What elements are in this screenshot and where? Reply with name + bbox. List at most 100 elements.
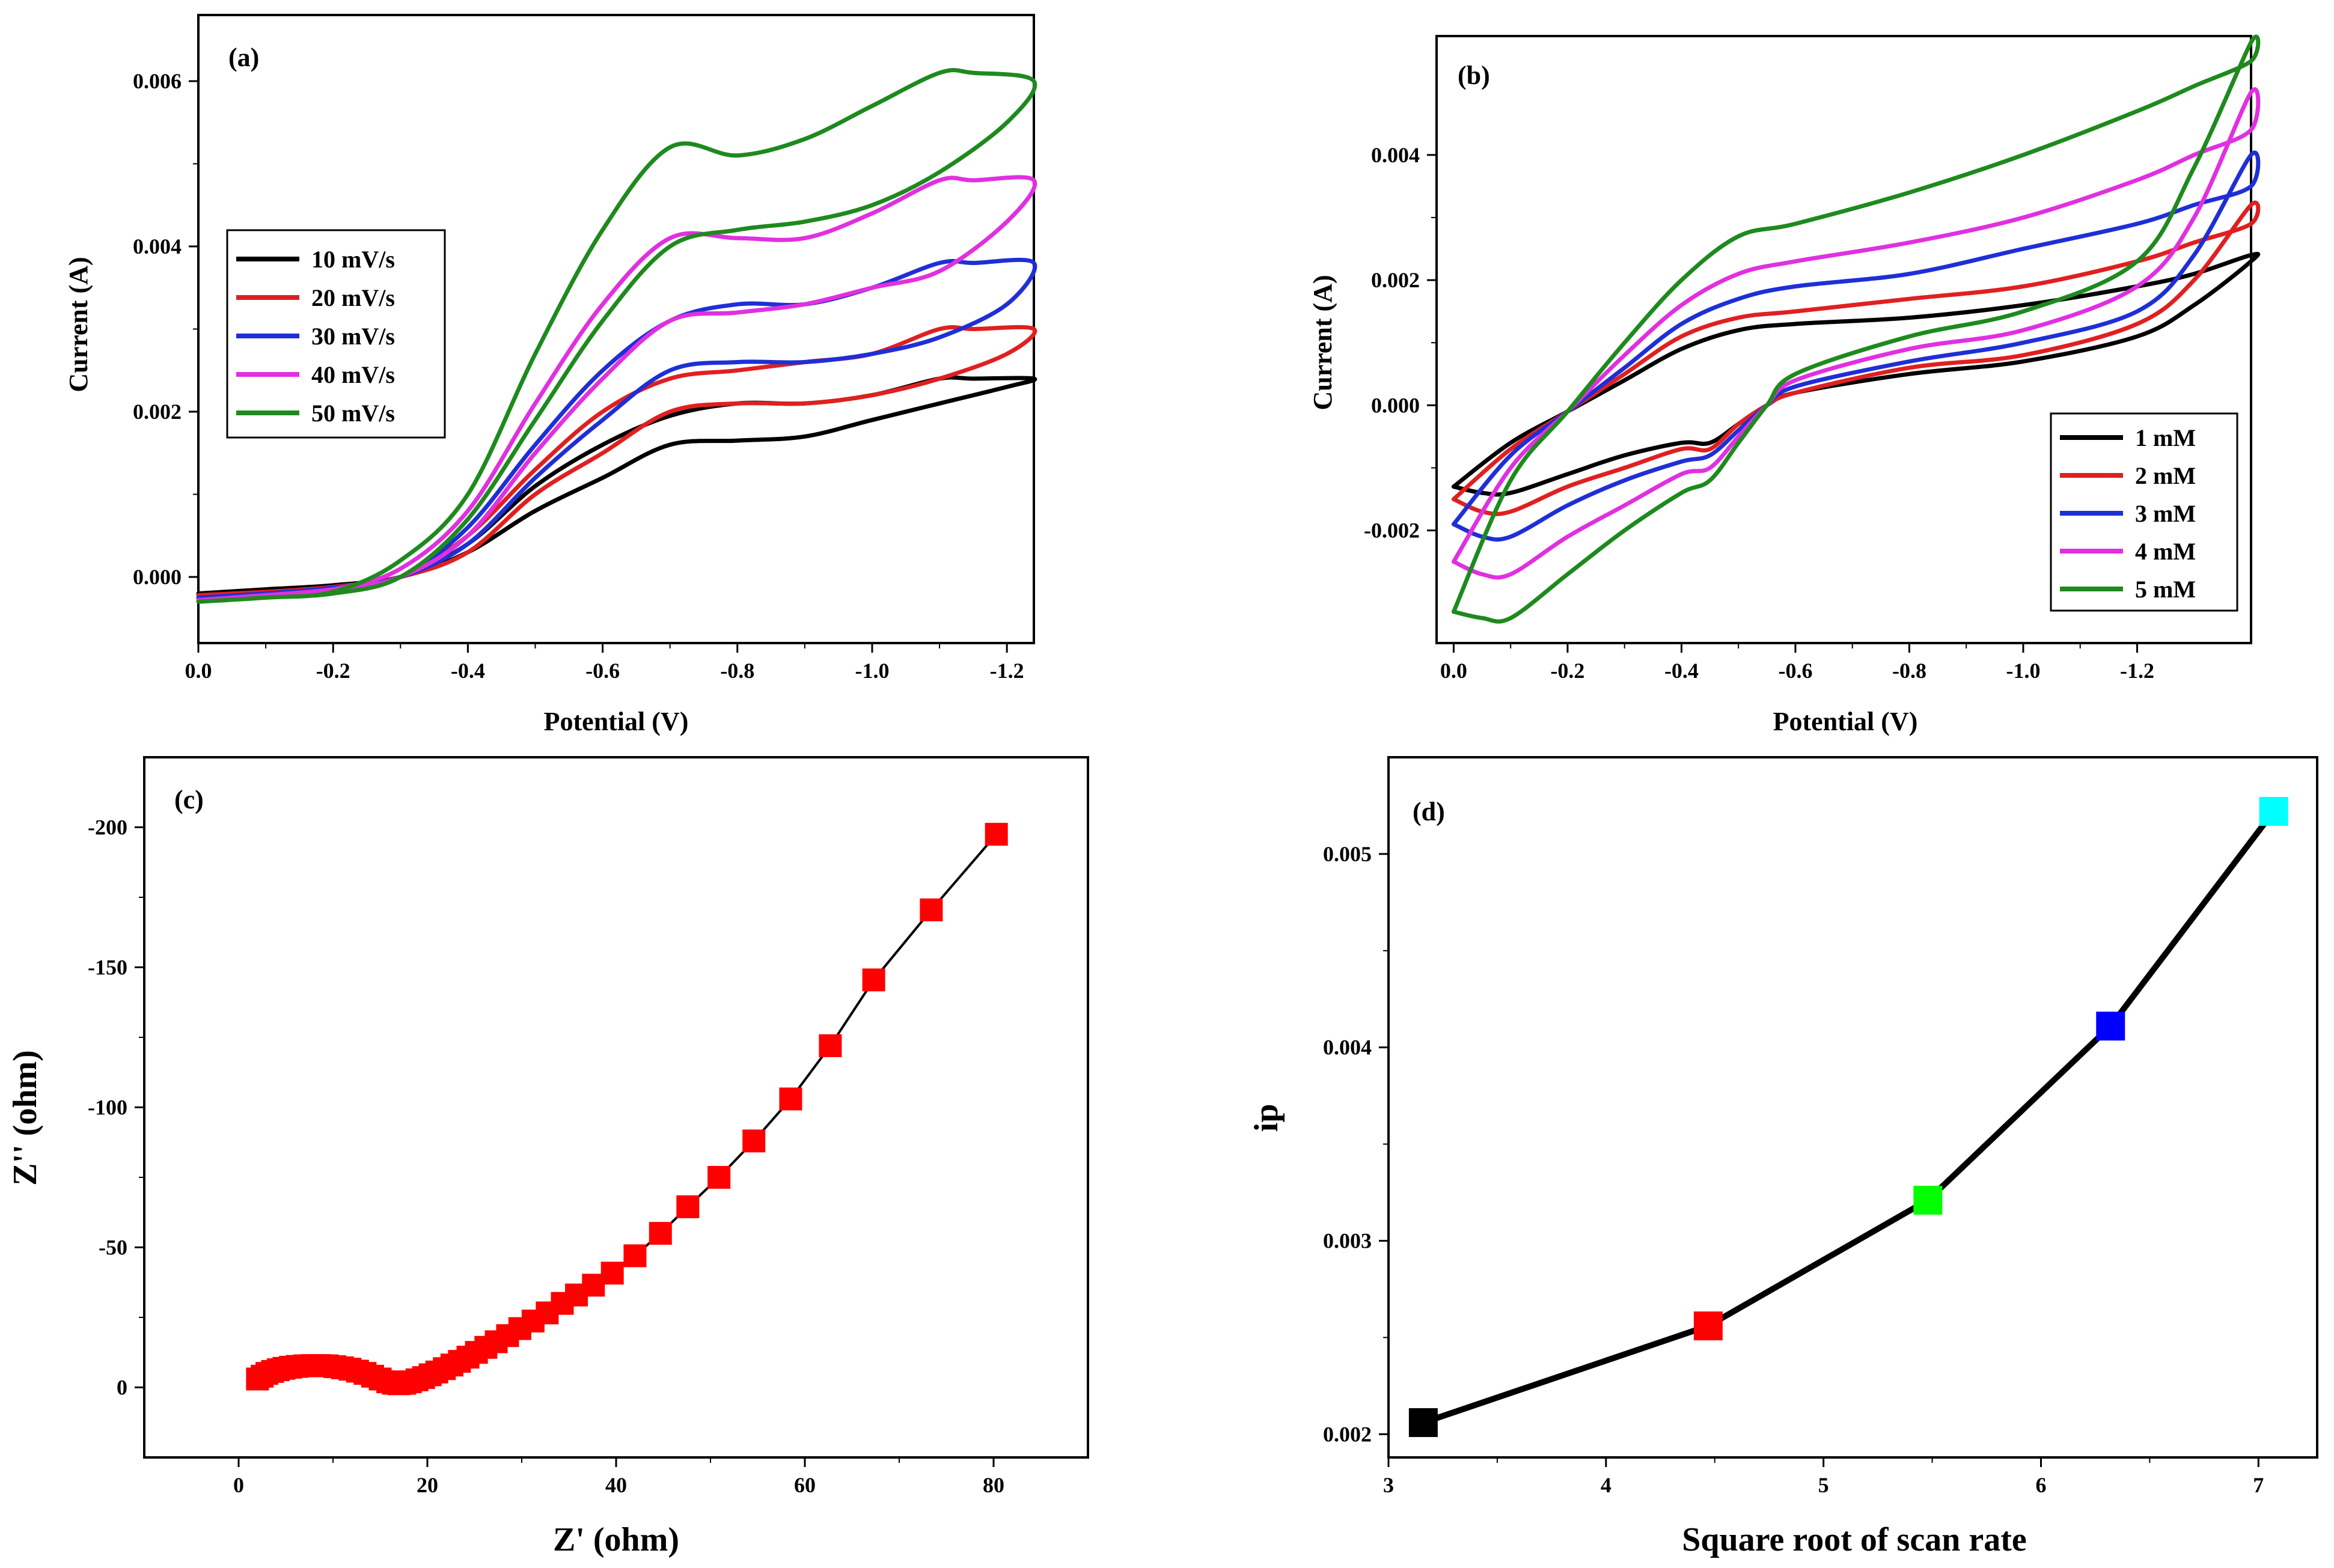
ticks-d: 3 4 5 6 7 0.002 0.003 0.004 0.005: [1323, 842, 2264, 1497]
y-tick-label-b: 0.004: [1371, 143, 1420, 167]
x-tick-label-a: -1.2: [990, 659, 1024, 683]
legend-label-b-1: 1 mM: [2135, 424, 2196, 451]
data-point-c-51: [862, 968, 885, 992]
series-group-c: [246, 823, 1008, 1396]
y-tick-label-d: 0.002: [1323, 1422, 1372, 1446]
y-tick-label-c: 0: [117, 1376, 127, 1400]
data-point-c-44: [623, 1244, 647, 1268]
y-tick-label-d: 0.003: [1323, 1229, 1372, 1253]
legend-label-a-5: 50 mV/s: [311, 400, 395, 427]
x-tick-label-b: 0.0: [1440, 659, 1467, 683]
x-tick-label-c: 80: [983, 1473, 1004, 1497]
y-axis-label-c: Z'' (ohm): [7, 1050, 44, 1186]
series-line-a-5: [196, 68, 1037, 604]
series-line-b-2: [1451, 201, 2261, 516]
data-point-d-1: [1408, 1408, 1438, 1438]
x-tick-label-a: -0.2: [316, 659, 350, 683]
data-point-d-5: [2259, 797, 2288, 826]
series-line-b-3: [1451, 150, 2261, 542]
x-tick-label-b: -1.2: [2120, 659, 2154, 683]
x-tick-label-d: 5: [1818, 1473, 1829, 1497]
legend-b: 1 mM 2 mM 3 mM 4 mM 5 mM: [2050, 412, 2238, 612]
x-tick-label-b: -0.6: [1778, 659, 1812, 683]
panel-b: (b) Potential (V) Current (A) 0.0 -0.2 -0.…: [1308, 34, 2261, 736]
x-axis-label-b: Potential (V): [1773, 707, 1918, 736]
x-axis-label-c: Z' (ohm): [553, 1521, 679, 1558]
x-axis-label-a: Potential (V): [544, 707, 689, 736]
plot-frame-c: [143, 756, 1089, 1459]
series-line-a-3: [196, 257, 1037, 600]
legend-a: 10 mV/s 20 mV/s 30 mV/s 40 mV/s 50 mV/s: [226, 229, 446, 439]
x-tick-label-a: 0.0: [185, 659, 212, 683]
ticks-a: 0.0 -0.2 -0.4 -0.6 -0.8 -1.0 -1.2 0.000 0.002 0.0…: [133, 69, 1024, 683]
series-group-d: [1408, 797, 2288, 1438]
series-line-a-4: [196, 175, 1037, 602]
panel-label-b: (b): [1458, 61, 1490, 90]
series-line-c: [257, 833, 998, 1385]
panel-c: (c) Z' (ohm) Z'' (ohm) 0 20 40 60 80 0 -50 -100…: [7, 756, 1089, 1558]
data-point-d-2: [1693, 1311, 1723, 1341]
series-line-b-5: [1451, 34, 2261, 624]
series-group-b: [1451, 34, 2261, 624]
x-tick-label-d: 3: [1383, 1473, 1394, 1497]
data-point-c-46: [676, 1195, 700, 1218]
y-tick-label-b: -0.002: [1364, 519, 1420, 543]
x-tick-label-b: -0.4: [1664, 659, 1699, 683]
series-line-d: [1422, 810, 2276, 1426]
x-tick-label-a: -0.4: [451, 659, 485, 683]
series-group-a: [196, 68, 1037, 604]
data-point-d-3: [1913, 1185, 1943, 1215]
y-tick-label-c: -200: [88, 816, 127, 840]
legend-label-a-1: 10 mV/s: [311, 246, 395, 273]
x-tick-label-c: 40: [605, 1473, 627, 1497]
y-axis-label-d: ip: [1248, 1104, 1285, 1132]
x-tick-label-b: -1.0: [2006, 659, 2040, 683]
series-line-b-4: [1451, 87, 2261, 580]
panel-d: (d) Square root of scan rate ip 3 4 5 6 7 0.0…: [1248, 756, 2318, 1558]
series-line-b-1: [1451, 252, 2261, 497]
data-point-c-47: [707, 1166, 731, 1189]
x-tick-label-d: 6: [2035, 1473, 2046, 1497]
y-tick-label-b: 0.002: [1371, 268, 1420, 292]
data-point-c-43: [600, 1261, 624, 1285]
x-tick-label-b: -0.8: [1892, 659, 1926, 683]
legend-label-b-3: 3 mM: [2135, 500, 2196, 527]
panel-label-d: (d): [1413, 797, 1445, 826]
plot-frame-b: [1435, 35, 2252, 644]
y-tick-label-a: 0.004: [133, 234, 182, 258]
x-tick-label-d: 7: [2253, 1473, 2264, 1497]
y-tick-label-d: 0.004: [1323, 1036, 1372, 1060]
x-tick-label-b: -0.2: [1550, 659, 1584, 683]
data-point-c-53: [985, 823, 1008, 846]
x-tick-label-a: -1.0: [855, 659, 889, 683]
plot-frame-d: [1387, 756, 2318, 1459]
panel-a: (a) Potential (V) Current (A) 0.0 -0.2 -0.…: [64, 14, 1037, 736]
legend-label-b-5: 5 mM: [2135, 576, 2196, 603]
ticks-b: 0.0 -0.2 -0.4 -0.6 -0.8 -1.0 -1.2 -0.002 0.000 0.…: [1364, 143, 2154, 683]
data-point-c-48: [742, 1129, 766, 1153]
legend-label-b-2: 2 mM: [2135, 462, 2196, 489]
data-point-c-45: [649, 1222, 672, 1245]
y-tick-label-c: -100: [88, 1096, 127, 1120]
data-point-c-49: [779, 1087, 802, 1111]
x-tick-label-c: 60: [794, 1473, 816, 1497]
data-point-c-50: [819, 1034, 842, 1057]
data-point-c-52: [920, 898, 943, 921]
y-tick-label-a: 0.002: [133, 400, 182, 424]
ticks-c: 0 20 40 60 80 0 -50 -100 -150 -200: [88, 816, 1004, 1498]
y-tick-label-b: 0.000: [1371, 393, 1420, 417]
x-tick-label-c: 20: [417, 1473, 438, 1497]
panel-label-a: (a): [228, 43, 259, 72]
x-tick-label-d: 4: [1601, 1473, 1611, 1497]
y-tick-label-d: 0.005: [1323, 842, 1372, 866]
x-tick-label-a: -0.6: [585, 659, 620, 683]
y-tick-label-a: 0.000: [133, 565, 182, 589]
y-tick-label-a: 0.006: [133, 69, 182, 93]
legend-label-b-4: 4 mM: [2135, 538, 2196, 565]
legend-label-a-3: 30 mV/s: [311, 323, 395, 350]
panel-label-c: (c): [174, 785, 204, 814]
y-axis-label-a: Current (A): [64, 257, 93, 392]
x-axis-label-d: Square root of scan rate: [1682, 1521, 2026, 1558]
legend-label-a-2: 20 mV/s: [311, 284, 395, 311]
